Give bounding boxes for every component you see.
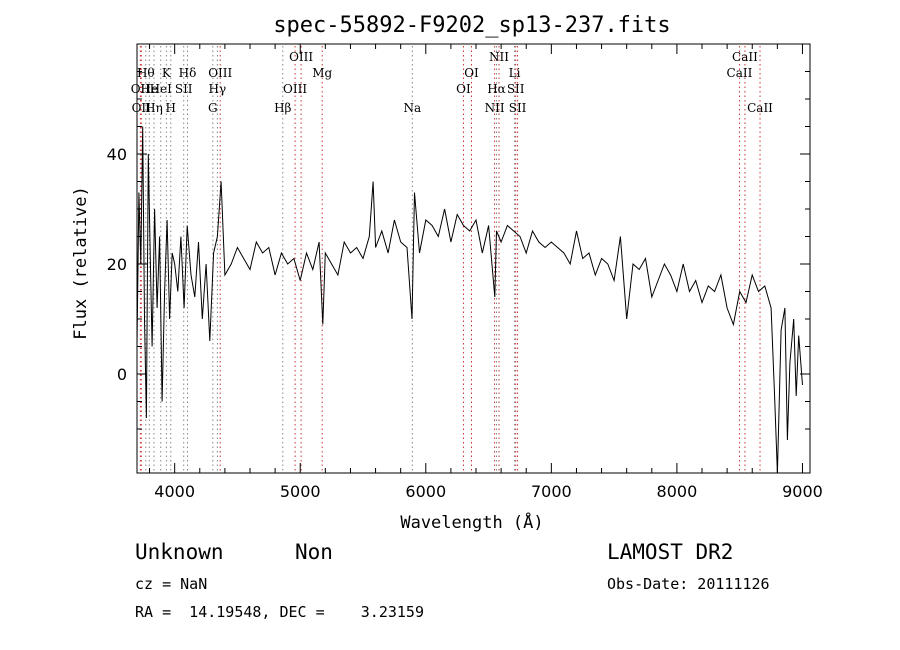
line-marker-label-8: SII [175,82,193,96]
y-tick-label-20: 20 [107,255,127,274]
line-marker-label-16: Mg [312,66,332,80]
chart-title: spec-55892-F9202_sp13-237.fits [273,13,670,38]
spectral-subclass: Non [295,540,333,564]
line-marker-label-6: K [162,66,172,80]
x-tick-label-5000: 5000 [280,482,321,501]
x-axis-label: Wavelength (Å) [400,511,543,533]
line-marker-label-1: OII [132,101,152,115]
line-marker-label-23: Li [509,66,521,80]
line-marker-label-9: Hδ [179,66,197,80]
line-marker-label-0: OII [131,82,151,96]
line-marker-label-28: CaII [747,101,773,115]
line-marker-label-15: OIII [289,50,313,64]
plot-frame [136,43,811,474]
line-marker-label-5: HeI [150,82,173,96]
line-markers [139,46,761,473]
x-tick-label-9000: 9000 [782,482,823,501]
line-marker-label-19: OI [464,66,479,80]
line-marker-label-4: Hη [145,101,163,115]
line-marker-label-27: CaII [732,50,758,64]
axis-ticks [137,44,810,473]
spectral-class: Unknown [135,540,224,564]
line-marker-labels: OII OII Hθ He Hη HeI K H SII Hδ G Hγ OIII Hβ OIII OIII M… [131,50,773,115]
line-marker-label-25: SII [509,101,527,115]
ra-dec: RA = 14.19548, DEC = 3.23159 [135,603,424,621]
survey-name: LAMOST DR2 [607,540,734,564]
line-marker-label-13: Hβ [274,101,291,115]
line-marker-label-22: NII [489,50,509,64]
line-marker-label-7: H [166,101,176,115]
line-marker-label-14: OIII [283,82,307,96]
x-tick-label-8000: 8000 [657,482,698,501]
redshift-cz: cz = NaN [135,575,208,593]
line-marker-label-3: He [141,82,159,96]
line-marker-label-24: SII [507,82,525,96]
x-tick-label-4000: 4000 [154,482,195,501]
line-marker-label-12: OIII [208,66,232,80]
line-marker-label-18: OI [456,82,471,96]
line-marker-label-26: CaII [727,66,753,80]
observation-date: Obs-Date: 20111126 [607,575,770,593]
x-tick-label-6000: 6000 [405,482,446,501]
y-axis-label: Flux (relative) [71,186,91,340]
line-marker-label-11: Hγ [209,82,227,96]
y-tick-label-40: 40 [107,145,127,164]
line-marker-label-10: G [208,101,218,115]
spectrum-chart: spec-55892-F9202_sp13-237.fits OII OII Hθ H… [71,13,823,533]
spectrum-series-line [136,126,803,474]
line-marker-label-20: NII [485,101,505,115]
x-tick-label-7000: 7000 [531,482,572,501]
axis-tick-labels: 4000 5000 6000 7000 8000 9000 0 20 40 [107,145,823,501]
y-tick-label-0: 0 [117,365,127,384]
line-marker-label-17: Na [404,101,422,115]
line-marker-label-21: Hα [487,82,506,96]
line-marker-label-2: Hθ [137,66,155,80]
